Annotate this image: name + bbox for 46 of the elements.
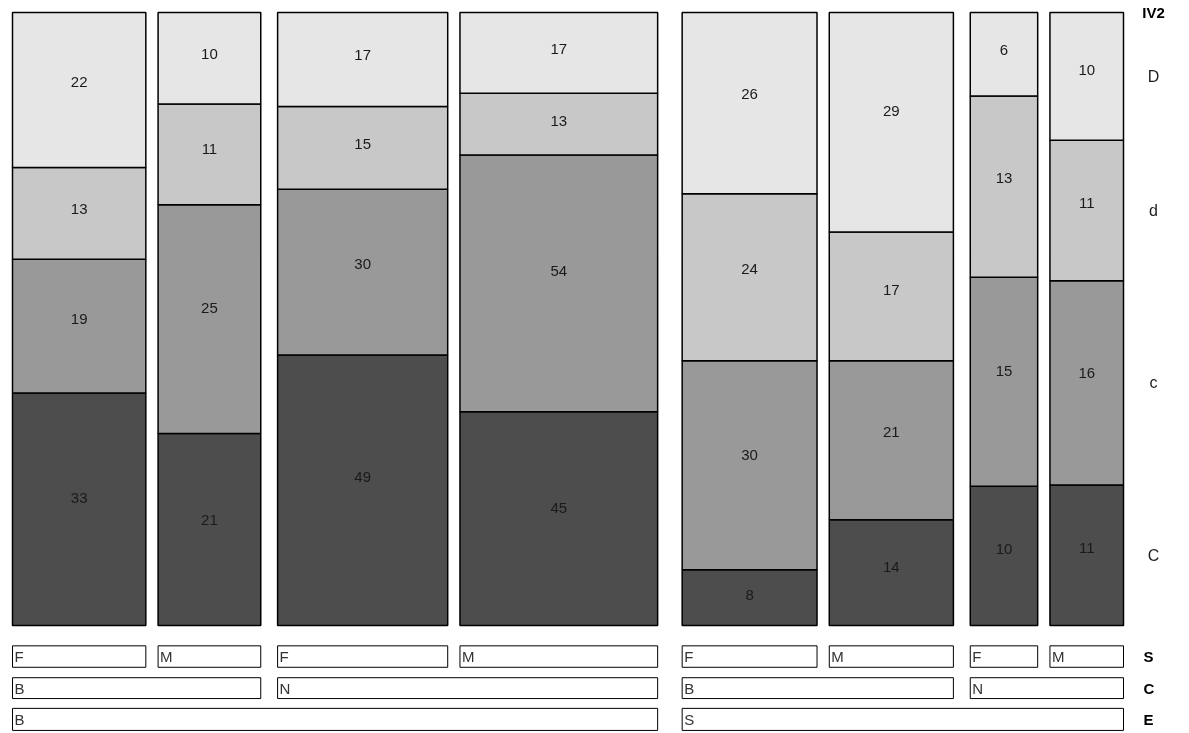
text: C xyxy=(1143,679,1155,697)
text: S xyxy=(1143,648,1154,666)
text: S xyxy=(684,710,695,728)
data-label: 16 xyxy=(1078,363,1096,381)
legend-title: IV2 xyxy=(1142,4,1165,22)
data-label: 13 xyxy=(995,168,1013,186)
text: E xyxy=(1143,710,1154,728)
category-label: F xyxy=(972,648,982,666)
text: N xyxy=(972,679,984,697)
data-label: 25 xyxy=(201,298,218,316)
text: B xyxy=(14,710,25,728)
data-label: 11 xyxy=(201,140,218,158)
data-label: 10 xyxy=(201,44,218,62)
data-label: 17 xyxy=(883,280,900,298)
data-label: 30 xyxy=(354,254,371,272)
data-label: 29 xyxy=(883,102,900,120)
data-label: 17 xyxy=(354,45,371,63)
series-label: d xyxy=(1149,201,1158,219)
data-label: 54 xyxy=(550,261,568,279)
category-label: M xyxy=(1051,648,1065,666)
data-label: 17 xyxy=(550,39,568,57)
data-label: 6 xyxy=(999,41,1009,59)
data-label: 30 xyxy=(741,445,758,463)
data-label: 26 xyxy=(741,85,758,103)
category-label: M xyxy=(461,648,475,666)
series-label: c xyxy=(1149,374,1158,392)
series-label: D xyxy=(1147,67,1160,85)
category-label: M xyxy=(831,648,844,666)
data-label: 11 xyxy=(1078,194,1095,212)
data-label: 13 xyxy=(550,112,568,130)
text: B xyxy=(14,679,25,697)
data-label: 15 xyxy=(995,362,1013,380)
category-label: M xyxy=(160,648,173,666)
data-label: 15 xyxy=(354,134,371,152)
data-label: 10 xyxy=(1078,60,1096,78)
text: B xyxy=(684,679,695,697)
data-label: 21 xyxy=(883,423,900,441)
data-label: 19 xyxy=(70,310,88,328)
text: N xyxy=(279,679,291,697)
category-label: F xyxy=(279,648,289,666)
data-label: 22 xyxy=(70,73,88,91)
category-label: F xyxy=(14,648,24,666)
data-label: 13 xyxy=(70,199,88,217)
category-label: F xyxy=(684,648,694,666)
series-label: C xyxy=(1147,546,1160,564)
data-label: 24 xyxy=(741,259,758,277)
